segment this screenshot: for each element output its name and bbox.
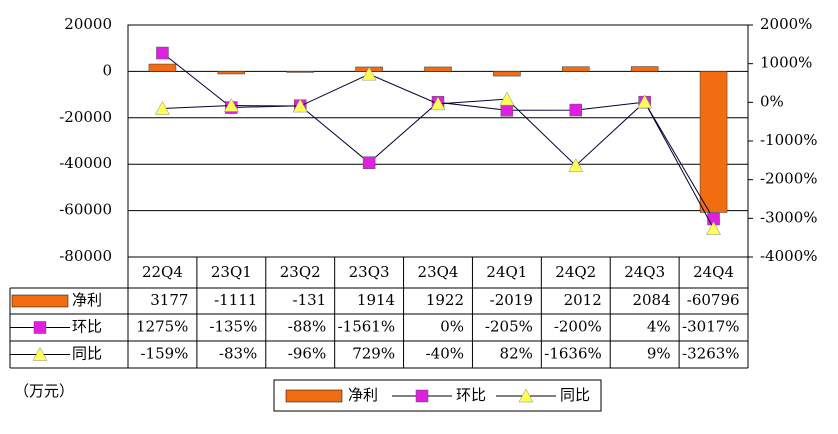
marker bbox=[637, 94, 653, 109]
table-cell: -60796 bbox=[687, 291, 740, 309]
y2-tick-label: -2000% bbox=[760, 170, 818, 188]
table-cell: -3017% bbox=[682, 318, 740, 336]
marker bbox=[499, 91, 515, 106]
y-tick-label: -40000 bbox=[59, 154, 112, 172]
x-tick-label: 24Q4 bbox=[693, 263, 734, 281]
table-cell: -1636% bbox=[544, 345, 602, 363]
legend-symbol-marker bbox=[415, 389, 429, 403]
bar bbox=[699, 71, 728, 213]
table-legend-symbol-marker bbox=[33, 321, 47, 334]
table-cell: -88% bbox=[288, 318, 326, 336]
table-legend-symbol bbox=[11, 294, 69, 308]
legend-symbol-marker bbox=[518, 388, 534, 403]
table-cell: -40% bbox=[426, 345, 464, 363]
table-cell: 82% bbox=[500, 345, 533, 363]
y-tick-label: -20000 bbox=[59, 108, 112, 126]
line bbox=[162, 52, 714, 220]
table-row-label: 净利 bbox=[72, 291, 102, 309]
table-cell: 3177 bbox=[150, 291, 188, 309]
marker bbox=[362, 156, 376, 169]
marker bbox=[361, 66, 377, 81]
table-cell: 1922 bbox=[426, 291, 464, 309]
y-tick-label: -80000 bbox=[59, 247, 112, 265]
bar bbox=[286, 71, 314, 73]
x-tick-label: 23Q1 bbox=[211, 263, 252, 281]
unit-annotation: （万元） bbox=[14, 382, 74, 400]
table-cell: -159% bbox=[140, 345, 188, 363]
table-cell: -135% bbox=[209, 318, 257, 336]
plot-border bbox=[127, 24, 749, 258]
table-cell: 729% bbox=[352, 345, 395, 363]
marker bbox=[155, 100, 170, 115]
y2-tick-label: 1000% bbox=[760, 54, 812, 72]
bar bbox=[493, 71, 521, 77]
bar bbox=[217, 71, 246, 75]
marker bbox=[569, 103, 583, 117]
y2-tick-label: 0% bbox=[760, 92, 784, 110]
y2-tick-label: -4000% bbox=[760, 247, 818, 265]
bar bbox=[424, 66, 452, 72]
table-cell: 2012 bbox=[564, 291, 602, 309]
y2-tick-label: -1000% bbox=[760, 131, 818, 149]
y-tick-label: -60000 bbox=[59, 201, 112, 219]
table-cell: 9% bbox=[647, 345, 671, 363]
table-cell: 1275% bbox=[136, 318, 188, 336]
table-row-label: 环比 bbox=[72, 318, 102, 336]
table-cell: -131 bbox=[293, 291, 327, 309]
y2-tick-label: -3000% bbox=[760, 208, 818, 226]
table-cell: -83% bbox=[219, 345, 257, 363]
table-cell: 2084 bbox=[632, 291, 670, 309]
marker bbox=[156, 46, 169, 60]
y-tick-label: 20000 bbox=[64, 15, 112, 33]
legend-label: 净利 bbox=[348, 386, 378, 404]
table-row-label: 同比 bbox=[72, 345, 102, 363]
x-tick-label: 23Q3 bbox=[349, 263, 390, 281]
y2-tick-label: 2000% bbox=[760, 15, 812, 33]
y-tick-label: 0 bbox=[102, 61, 112, 79]
bar bbox=[148, 63, 177, 72]
marker bbox=[430, 96, 446, 111]
x-tick-label: 23Q4 bbox=[418, 263, 459, 281]
table-cell: -96% bbox=[288, 345, 326, 363]
table-cell: 0% bbox=[440, 318, 464, 336]
x-tick-label: 23Q2 bbox=[280, 263, 321, 281]
table-cell: 4% bbox=[647, 318, 671, 336]
table-cell: -200% bbox=[554, 318, 602, 336]
marker bbox=[706, 220, 721, 235]
table-cell: -3263% bbox=[682, 345, 740, 363]
x-tick-label: 24Q3 bbox=[624, 263, 665, 281]
table-cell: -205% bbox=[485, 318, 533, 336]
legend-label: 同比 bbox=[560, 386, 590, 404]
x-tick-label: 24Q1 bbox=[486, 263, 527, 281]
table-cell: -1111 bbox=[214, 291, 257, 309]
marker bbox=[292, 98, 308, 113]
table-legend-symbol-marker bbox=[32, 346, 48, 361]
marker bbox=[223, 98, 239, 112]
bar bbox=[562, 66, 590, 72]
marker bbox=[500, 104, 514, 117]
marker bbox=[568, 158, 584, 172]
bar bbox=[630, 66, 659, 72]
x-tick-label: 22Q4 bbox=[142, 263, 183, 281]
table-cell: -1561% bbox=[338, 318, 396, 336]
table-cell: -2019 bbox=[490, 291, 533, 309]
table-cell: 1914 bbox=[357, 291, 395, 309]
x-tick-label: 24Q2 bbox=[555, 263, 596, 281]
legend-label: 环比 bbox=[456, 386, 486, 404]
legend-symbol bbox=[285, 389, 343, 403]
